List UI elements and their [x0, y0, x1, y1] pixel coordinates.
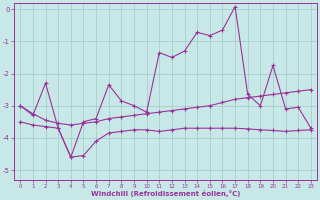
X-axis label: Windchill (Refroidissement éolien,°C): Windchill (Refroidissement éolien,°C)	[91, 190, 240, 197]
